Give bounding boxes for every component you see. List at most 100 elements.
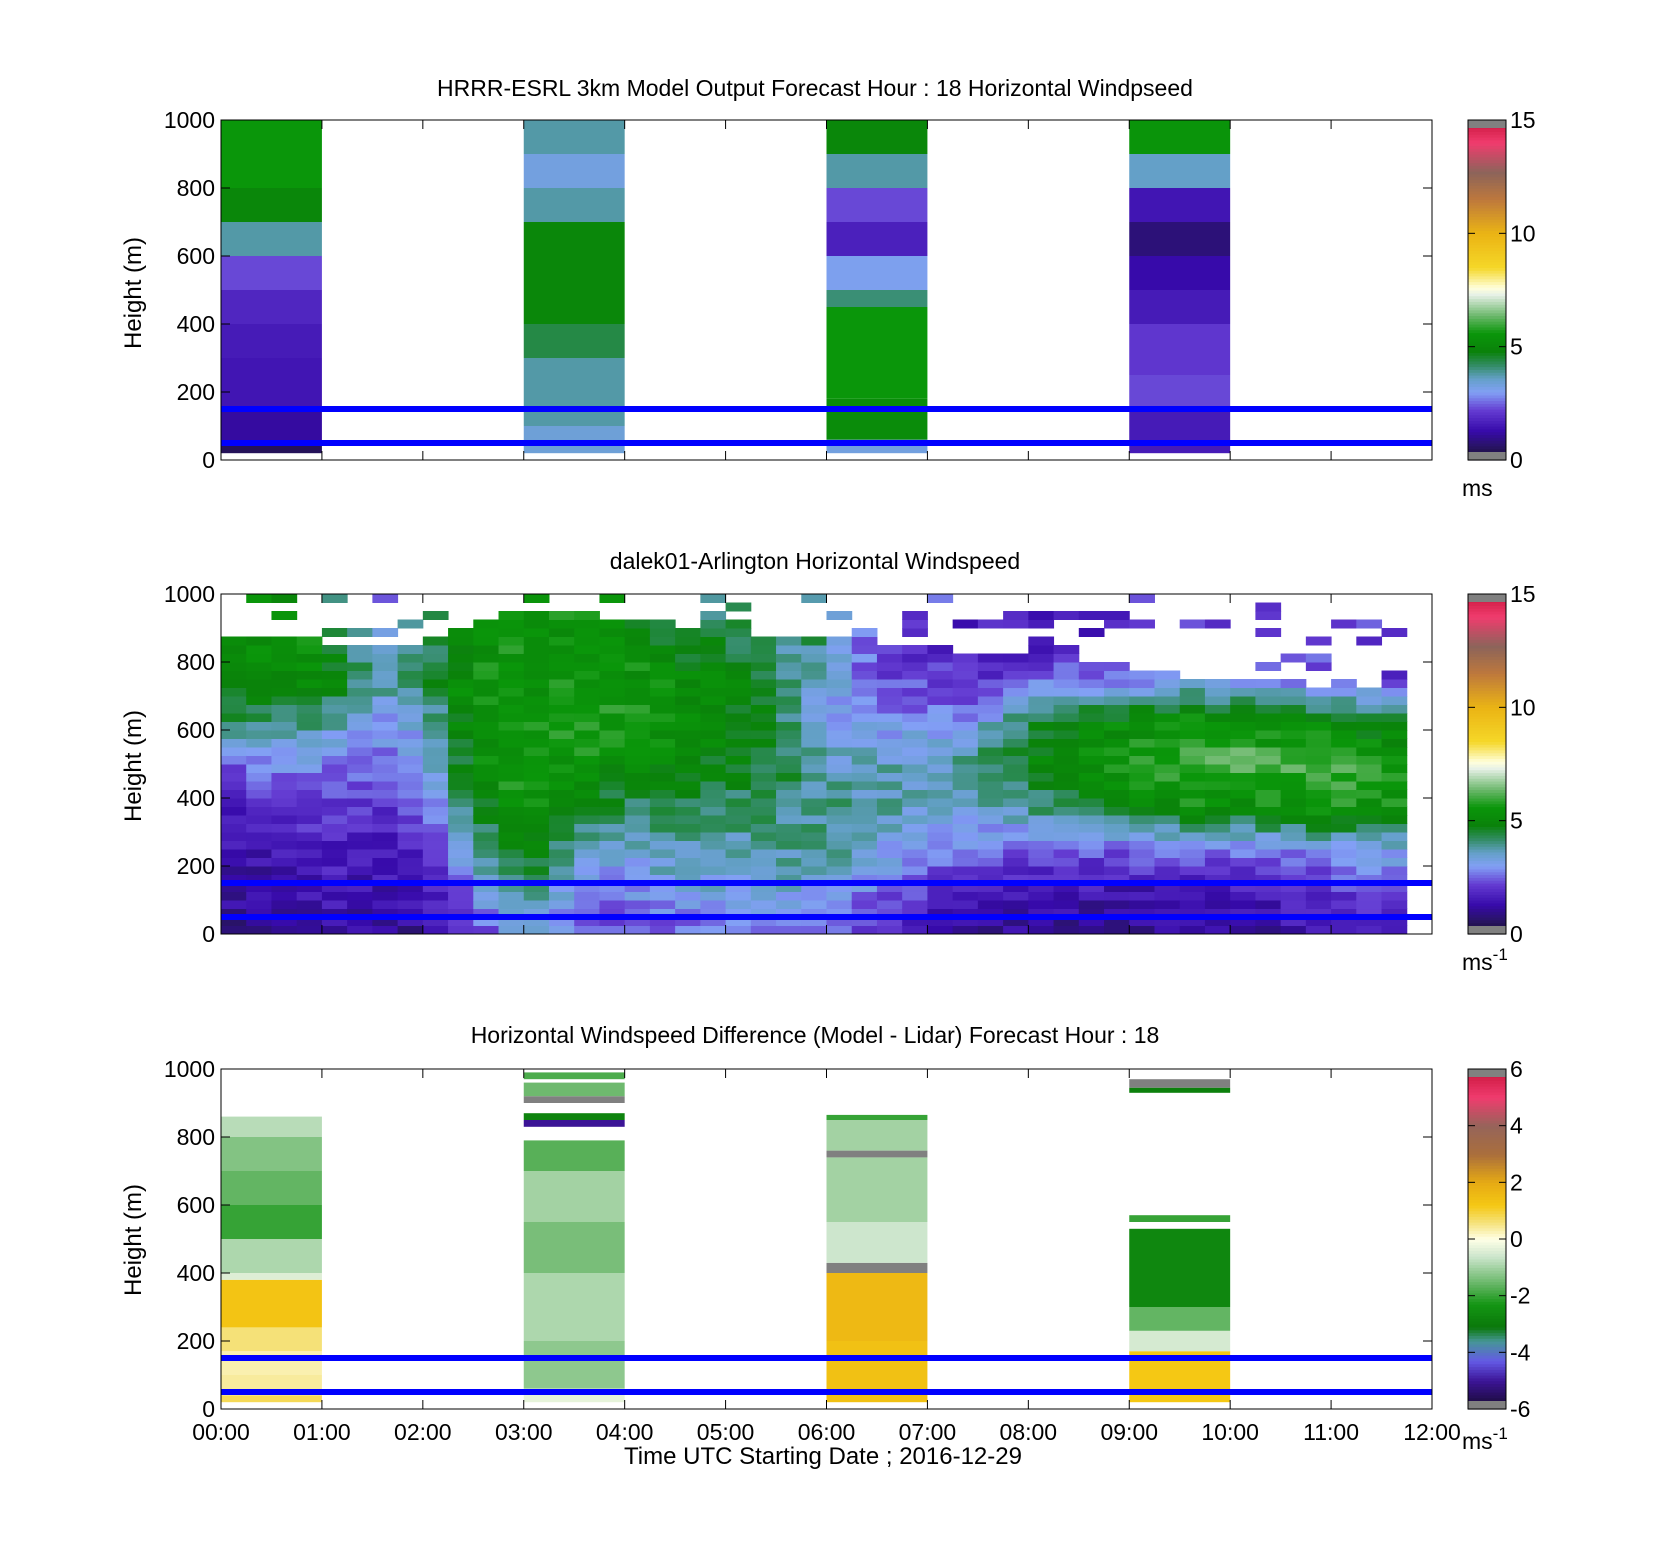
data-cell [498,619,525,629]
data-cell [725,798,752,807]
data-cell [851,730,878,739]
data-cell [902,755,928,765]
colorbar-segment [1468,1386,1506,1390]
data-cell [498,679,525,688]
data-cell [1179,849,1206,858]
data-cell [725,840,752,850]
data-cell [523,900,550,909]
data-cell [1305,900,1332,909]
data-cell [448,704,474,714]
data-cell [296,704,323,714]
data-cell [977,696,1004,705]
data-cell [624,781,651,790]
data-cell [347,628,373,637]
data-cell [1280,857,1307,867]
data-cell [725,738,752,748]
data-cell [876,781,903,790]
x-tick-label: 03:00 [495,1419,553,1445]
data-cell [372,908,399,918]
data-cell [1053,653,1080,663]
data-cell [1230,687,1256,697]
colorbar-segment [1468,375,1506,379]
data-cell [372,687,399,697]
colorbar-tick-label: -4 [1510,1339,1531,1365]
data-cell [1179,687,1206,697]
data-cell [523,636,550,646]
colorbar-segment [1468,738,1506,742]
colorbar-segment [1468,1100,1506,1104]
data-cell [1179,713,1206,722]
data-cell [1204,755,1231,765]
data-cell [1305,789,1332,799]
data-cell [372,594,399,603]
data-cell [1104,866,1130,875]
colorbar-segment [1468,902,1506,907]
data-cell [776,823,802,833]
data-cell [1255,925,1282,935]
colorbar-segment [1468,224,1506,229]
data-cell [1053,713,1080,722]
data-cell [624,636,651,646]
colorbar-segment [1468,1318,1506,1322]
data-cell [321,789,348,799]
data-cell [927,798,954,807]
data-cell [574,628,600,637]
data-cell [422,917,449,926]
data-cell [473,772,500,782]
data-cell [574,747,600,756]
data-cell [725,806,752,816]
colorbar-segment [1468,216,1506,220]
data-cell [498,704,525,714]
data-cell [700,908,727,918]
data-cell [397,883,424,892]
data-cell [649,798,676,807]
data-cell [1104,670,1130,680]
data-cell [977,764,1004,773]
data-cell [1230,900,1256,909]
colorbar-segment [1468,1182,1506,1186]
data-cell [1003,789,1029,799]
data-cell [1230,908,1256,918]
data-cell [1305,925,1332,935]
data-cell [1381,721,1408,731]
data-cell [876,798,903,807]
data-cell [826,823,853,833]
data-cell [1129,908,1155,918]
data-cell [1331,721,1357,731]
data-cell [1356,721,1383,731]
data-cell [826,721,853,731]
data-cell [574,755,600,765]
colorbar-segment [1468,256,1506,260]
data-cell [927,721,954,731]
data-cell [1230,755,1256,765]
data-cell [1129,290,1231,324]
data-cell [675,900,701,909]
data-cell [548,721,575,731]
data-cell [1179,789,1206,799]
data-cell [523,840,550,850]
data-cell [826,849,853,858]
data-cell [448,636,474,646]
data-cell [1356,747,1383,756]
data-cell [1331,806,1357,816]
colorbar-tick-label: 10 [1510,694,1536,720]
data-cell [448,900,474,909]
data-cell [523,679,550,688]
data-cell [1305,840,1332,850]
data-cell [1356,619,1383,629]
data-cell [876,789,903,799]
colorbar-segment [1468,1165,1506,1169]
data-cell [599,789,626,799]
colorbar-segment [1468,1199,1506,1203]
data-cell [498,764,525,773]
data-cell [776,696,802,705]
data-cell [801,645,827,654]
data-cell [624,713,651,722]
data-cell [1255,687,1282,697]
colorbar-segment [1468,281,1506,285]
data-cell [649,670,676,680]
data-cell [347,645,373,654]
data-cell [296,755,323,765]
data-cell [1204,679,1231,688]
data-cell [548,832,575,841]
